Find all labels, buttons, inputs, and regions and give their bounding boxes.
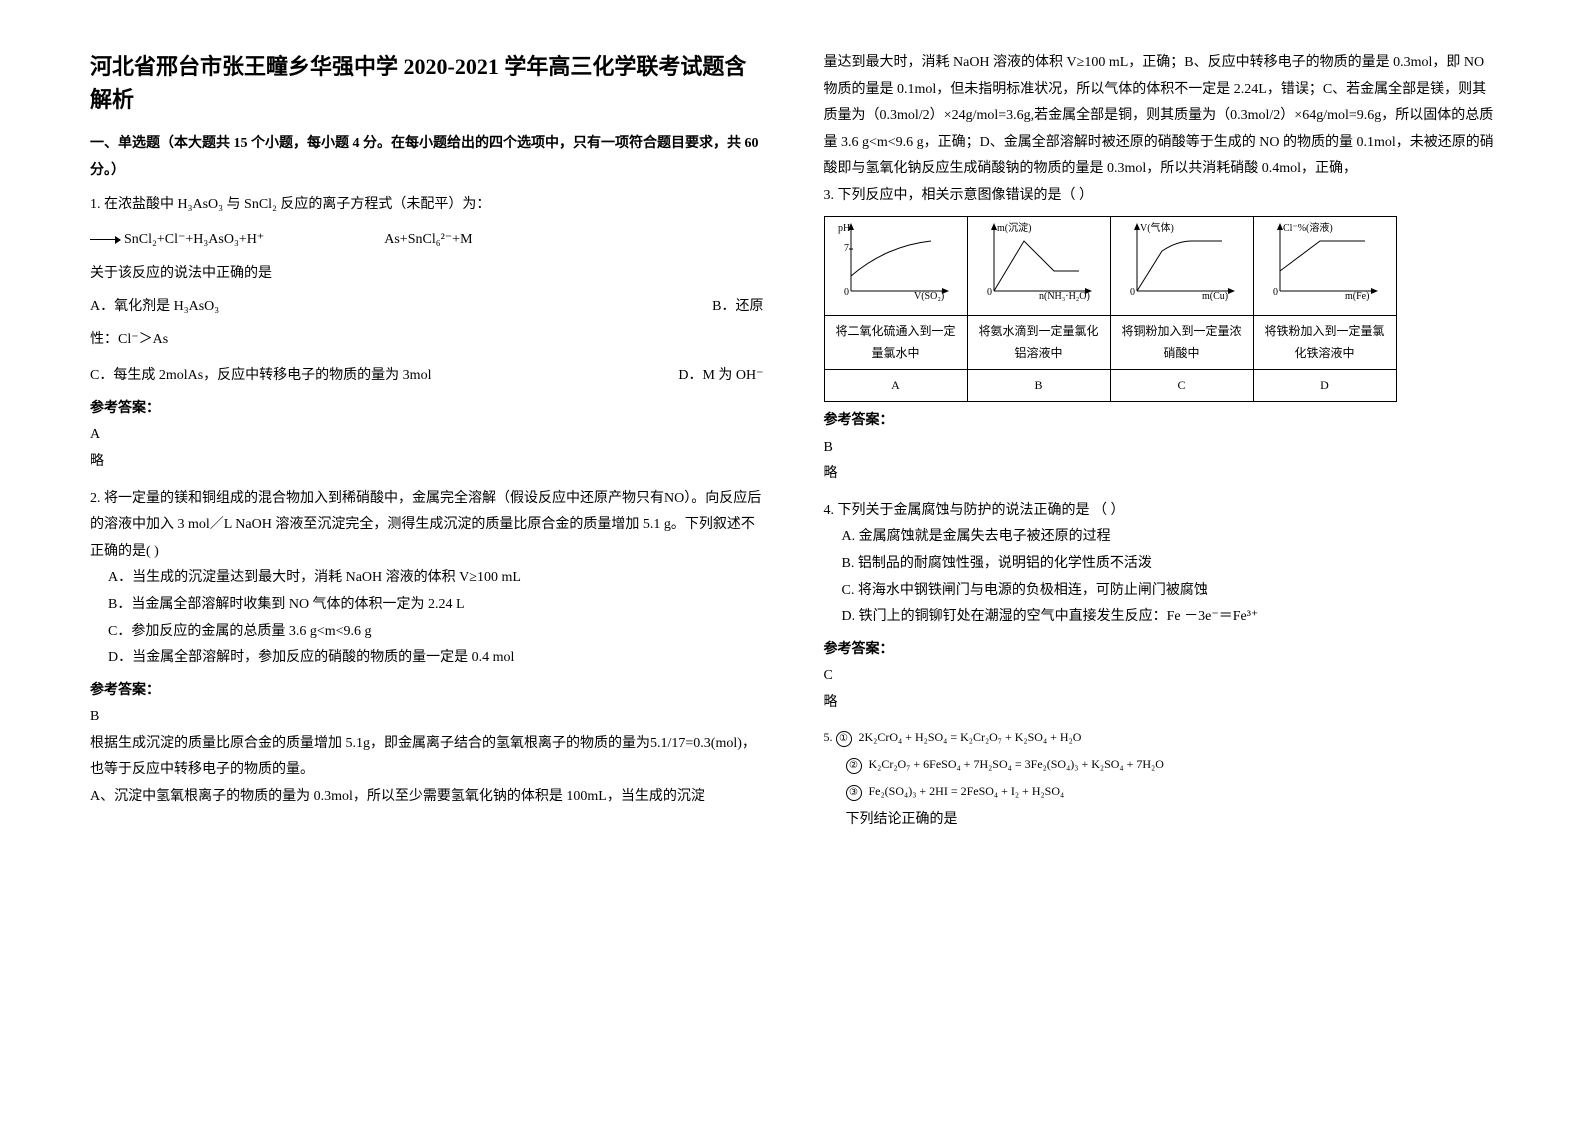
- q3-chart-table: pH 7 0 V(SO₂): [824, 216, 1397, 402]
- exam-title: 河北省邢台市张王疃乡华强中学 2020-2021 学年高三化学联考试题含解析: [90, 50, 764, 116]
- q5-num: 5.: [824, 730, 833, 744]
- question-4: 4. 下列关于金属腐蚀与防护的说法正确的是 （ ） A. 金属腐蚀就是金属失去电…: [824, 498, 1498, 717]
- q5-eq1: 2K₂CrO₄ + H₂SO₄ = K₂Cr₂O₇ + K₂SO₄ + H₂O: [859, 730, 1082, 744]
- q4-answer: C: [824, 663, 1498, 690]
- q2-explain-1: 根据生成沉淀的质量比原合金的质量增加 5.1g，即金属离子结合的氢氧根离子的物质…: [90, 731, 764, 784]
- q2-answer-label: 参考答案：: [90, 678, 764, 705]
- q1-explain: 略: [90, 449, 764, 476]
- q4-option-d: D. 铁门上的铜铆钉处在潮湿的空气中直接发生反应：Fe －3e⁻＝Fe³⁺: [824, 604, 1498, 631]
- section-1-header: 一、单选题（本大题共 15 个小题，每小题 4 分。在每小题给出的四个选项中，只…: [90, 131, 764, 184]
- q3-label-b: B: [967, 370, 1110, 402]
- q5-sub: 下列结论正确的是: [824, 807, 1498, 834]
- question-5: 5. ① 2K₂CrO₄ + H₂SO₄ = K₂Cr₂O₇ + K₂SO₄ +…: [824, 726, 1498, 833]
- circled-3-icon: ③: [846, 785, 862, 801]
- q1-option-c: C．每生成 2molAs，反应中转移电子的物质的量为 3mol: [90, 363, 431, 390]
- svg-text:0: 0: [1273, 287, 1278, 298]
- q1-answer-label: 参考答案：: [90, 396, 764, 423]
- q5-eq2: K₂Cr₂O₇ + 6FeSO₄ + 7H₂SO₄ = 3Fe₂(SO₄)₃ +…: [869, 757, 1164, 771]
- circled-1-icon: ①: [836, 731, 852, 747]
- circled-2-icon: ②: [846, 758, 862, 774]
- svg-text:n(NH₃·H₂O): n(NH₃·H₂O): [1039, 291, 1090, 301]
- svg-text:0: 0: [987, 287, 992, 298]
- q2-option-d: D．当金属全部溶解时，参加反应的硝酸的物质的量一定是 0.4 mol: [90, 645, 764, 672]
- q2-stem: 2. 将一定量的镁和铜组成的混合物加入到稀硝酸中，金属完全溶解（假设反应中还原产…: [90, 486, 764, 566]
- q4-explain: 略: [824, 690, 1498, 717]
- q1-option-d: D．M 为 OH⁻: [678, 363, 763, 390]
- chart-c: V(气体) 0 m(Cu): [1110, 216, 1253, 315]
- q1-option-a: A．氧化剂是 H₃AsO₃: [90, 294, 219, 321]
- q4-option-a: A. 金属腐蚀就是金属失去电子被还原的过程: [824, 524, 1498, 551]
- q2-explain-3: 量达到最大时，消耗 NaOH 溶液的体积 V≥100 mL，正确；B、反应中转移…: [824, 50, 1498, 183]
- q4-stem: 4. 下列关于金属腐蚀与防护的说法正确的是 （ ）: [824, 498, 1498, 525]
- question-3: 3. 下列反应中，相关示意图像错误的是（ ） pH 7 0: [824, 183, 1498, 488]
- q2-explain-2: A、沉淀中氢氧根离子的物质的量为 0.3mol，所以至少需要氢氧化钠的体积是 1…: [90, 784, 764, 811]
- chart-b: m(沉淀) 0 n(NH₃·H₂O): [967, 216, 1110, 315]
- question-2: 2. 将一定量的镁和铜组成的混合物加入到稀硝酸中，金属完全溶解（假设反应中还原产…: [90, 486, 764, 811]
- q2-option-c: C．参加反应的金属的总质量 3.6 g<m<9.6 g: [90, 619, 764, 646]
- q1-sub-stem: 关于该反应的说法中正确的是: [90, 261, 764, 288]
- q3-explain: 略: [824, 461, 1498, 488]
- question-1: 1. 在浓盐酸中 H₃AsO₃ 与 SnCl₂ 反应的离子方程式（未配平）为： …: [90, 192, 764, 475]
- q2-option-b: B．当金属全部溶解时收集到 NO 气体的体积一定为 2.24 L: [90, 592, 764, 619]
- q1-stem: 1. 在浓盐酸中 H₃AsO₃ 与 SnCl₂ 反应的离子方程式（未配平）为：: [90, 192, 764, 219]
- q4-option-c: C. 将海水中钢铁闸门与电源的负极相连，可防止闸门被腐蚀: [824, 578, 1498, 605]
- q3-desc-d: 将铁粉加入到一定量氯化铁溶液中: [1253, 315, 1396, 370]
- svg-text:pH: pH: [838, 223, 850, 234]
- q2-option-a: A．当生成的沉淀量达到最大时，消耗 NaOH 溶液的体积 V≥100 mL: [90, 565, 764, 592]
- q1-formula-1: SnCl₂+Cl⁻+H₃AsO₃+H⁺: [124, 232, 264, 247]
- reaction-arrow-icon: [90, 239, 120, 240]
- q3-label-c: C: [1110, 370, 1253, 402]
- q2-answer: B: [90, 704, 764, 731]
- svg-text:7: 7: [844, 243, 849, 254]
- q1-answer: A: [90, 422, 764, 449]
- svg-text:0: 0: [1130, 287, 1135, 298]
- svg-text:V(气体): V(气体): [1140, 221, 1174, 234]
- svg-text:m(Cu): m(Cu): [1202, 291, 1228, 301]
- q1-option-b-part1: B．还原: [712, 294, 763, 321]
- svg-text:Cl⁻%(溶液): Cl⁻%(溶液): [1283, 221, 1333, 234]
- q3-label-a: A: [824, 370, 967, 402]
- chart-d: Cl⁻%(溶液) 0 m(Fe): [1253, 216, 1396, 315]
- q3-desc-a: 将二氧化硫通入到一定量氯水中: [824, 315, 967, 370]
- svg-text:V(SO₂): V(SO₂): [914, 291, 944, 301]
- q3-label-d: D: [1253, 370, 1396, 402]
- q3-answer: B: [824, 435, 1498, 462]
- q3-stem: 3. 下列反应中，相关示意图像错误的是（ ）: [824, 183, 1498, 210]
- q5-eq3: Fe₂(SO₄)₃ + 2HI = 2FeSO₄ + I₂ + H₂SO₄: [869, 784, 1065, 798]
- svg-text:m(Fe): m(Fe): [1345, 291, 1369, 301]
- q3-desc-b: 将氨水滴到一定量氯化铝溶液中: [967, 315, 1110, 370]
- q4-option-b: B. 铝制品的耐腐蚀性强，说明铝的化学性质不活泼: [824, 551, 1498, 578]
- q1-formula-2: As+SnCl₆²⁻+M: [384, 227, 472, 254]
- q1-option-b-part2: 性：Cl⁻＞As: [90, 327, 764, 354]
- svg-text:m(沉淀): m(沉淀): [997, 221, 1031, 234]
- q4-answer-label: 参考答案：: [824, 637, 1498, 664]
- q3-desc-c: 将铜粉加入到一定量浓硝酸中: [1110, 315, 1253, 370]
- svg-text:0: 0: [844, 287, 849, 298]
- q3-answer-label: 参考答案：: [824, 408, 1498, 435]
- chart-a: pH 7 0 V(SO₂): [824, 216, 967, 315]
